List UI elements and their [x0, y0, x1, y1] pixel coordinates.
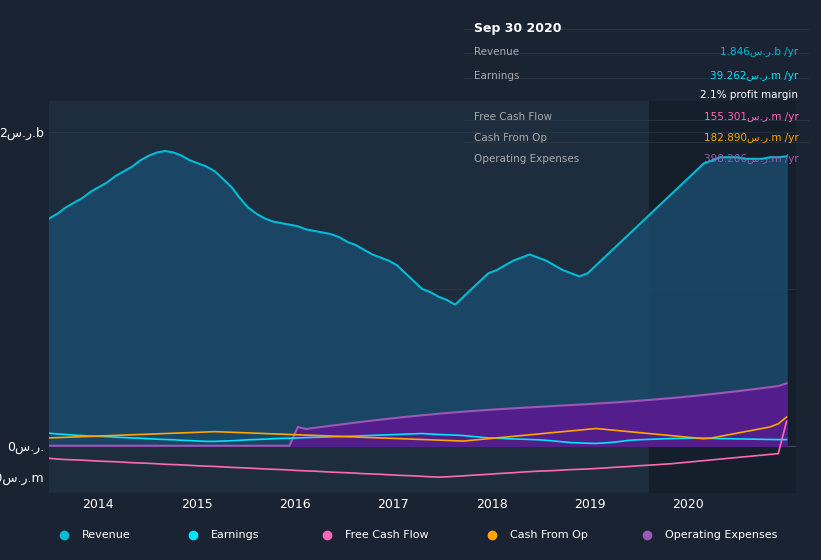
Text: Cash From Op: Cash From Op — [475, 133, 548, 143]
Text: Revenue: Revenue — [475, 47, 520, 57]
Bar — [649, 101, 796, 493]
Text: 182.890س.ر.m /yr: 182.890س.ر.m /yr — [704, 133, 798, 143]
Text: 398.206س.ر.m /yr: 398.206س.ر.m /yr — [704, 153, 798, 164]
Text: Revenue: Revenue — [82, 530, 131, 540]
Text: Operating Expenses: Operating Expenses — [665, 530, 777, 540]
Text: Sep 30 2020: Sep 30 2020 — [475, 22, 562, 35]
Text: 39.262س.ر.m /yr: 39.262س.ر.m /yr — [710, 71, 798, 81]
Text: 155.301س.ر.m /yr: 155.301س.ر.m /yr — [704, 112, 798, 122]
Text: Cash From Op: Cash From Op — [510, 530, 588, 540]
Text: Free Cash Flow: Free Cash Flow — [475, 112, 553, 122]
Text: 2.1% profit margin: 2.1% profit margin — [700, 90, 798, 100]
Text: Earnings: Earnings — [211, 530, 259, 540]
Text: 1.846س.ر.b /yr: 1.846س.ر.b /yr — [720, 47, 798, 57]
Text: Operating Expenses: Operating Expenses — [475, 153, 580, 164]
Text: Earnings: Earnings — [475, 71, 520, 81]
Text: Free Cash Flow: Free Cash Flow — [346, 530, 429, 540]
